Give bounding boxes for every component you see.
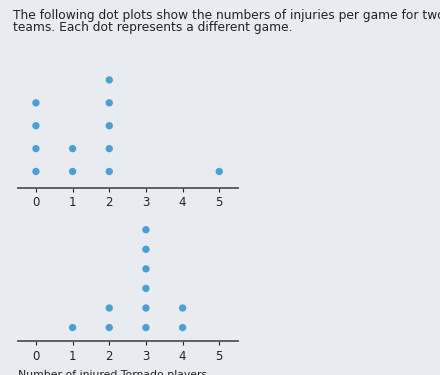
Point	[69, 168, 76, 174]
Point	[106, 146, 113, 152]
Point	[106, 123, 113, 129]
Point	[143, 305, 150, 311]
Point	[143, 324, 150, 330]
Point	[69, 324, 76, 330]
Point	[143, 266, 150, 272]
Point	[106, 305, 113, 311]
Point	[143, 285, 150, 291]
Point	[143, 227, 150, 233]
X-axis label: Number of injured Bulldogs players: Number of injured Bulldogs players	[18, 216, 211, 226]
Point	[33, 146, 40, 152]
Point	[216, 168, 223, 174]
Point	[143, 246, 150, 252]
Text: The following dot plots show the numbers of injuries per game for two: The following dot plots show the numbers…	[13, 9, 440, 22]
Point	[106, 324, 113, 330]
Point	[69, 146, 76, 152]
Point	[179, 324, 186, 330]
Point	[33, 100, 40, 106]
Point	[106, 100, 113, 106]
X-axis label: Number of injured Tornado players: Number of injured Tornado players	[18, 369, 207, 375]
Point	[106, 77, 113, 83]
Point	[33, 123, 40, 129]
Text: teams. Each dot represents a different game.: teams. Each dot represents a different g…	[13, 21, 293, 34]
Point	[179, 305, 186, 311]
Point	[106, 168, 113, 174]
Point	[33, 168, 40, 174]
